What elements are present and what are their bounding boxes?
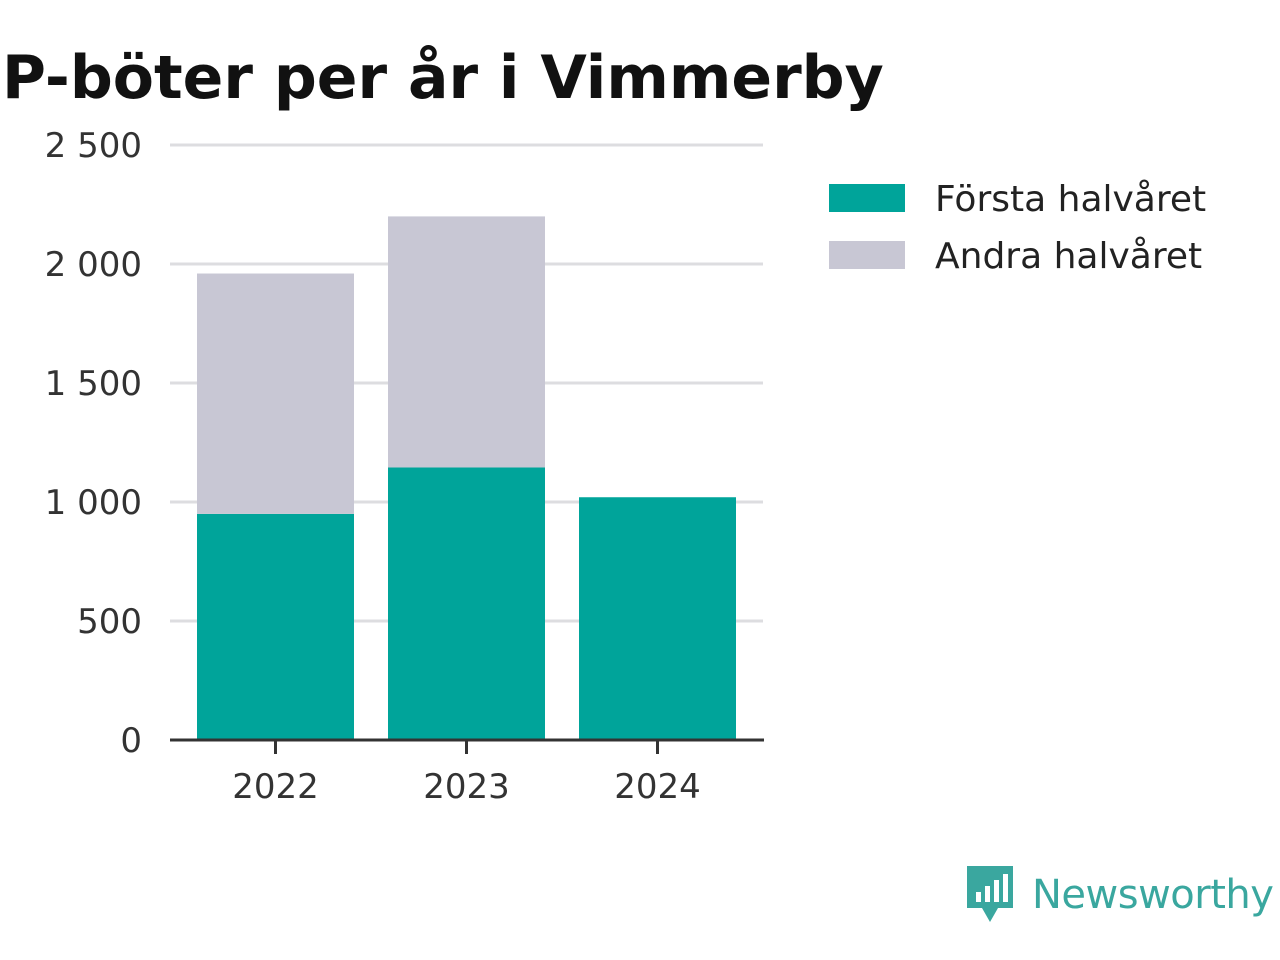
x-tick-label: 2022 — [232, 767, 319, 807]
legend: Första halvåret Andra halvåret — [829, 179, 1206, 277]
bar-2024-series-0 — [579, 497, 736, 740]
brand-name: Newsworthy — [1032, 872, 1274, 918]
legend-label: Första halvåret — [935, 179, 1206, 220]
bar-2022-series-0 — [197, 513, 354, 740]
y-axis-ticks: 0 500 1 000 1 500 2 000 2 500 — [45, 126, 142, 761]
legend-swatch — [829, 241, 905, 269]
x-tick-label: 2024 — [614, 767, 701, 807]
brand-logo: Newsworthy — [964, 864, 1274, 926]
y-tick-label: 2 500 — [45, 126, 142, 166]
y-tick-label: 2 000 — [45, 245, 142, 285]
bar-2022-series-1 — [197, 273, 354, 514]
y-tick-label: 1 500 — [45, 364, 142, 404]
chart-title: P-böter per år i Vimmerby — [2, 43, 884, 113]
x-tick-label: 2023 — [423, 767, 510, 807]
bars — [197, 216, 736, 740]
newsworthy-logo-icon — [967, 866, 1013, 922]
y-tick-label: 500 — [77, 602, 142, 642]
legend-swatch — [829, 184, 905, 212]
bar-2023-series-0 — [388, 467, 545, 740]
legend-label: Andra halvåret — [935, 236, 1202, 277]
bar-2023-series-1 — [388, 216, 545, 468]
x-axis: 2022 2023 2024 — [170, 738, 764, 807]
y-tick-label: 1 000 — [45, 483, 142, 523]
y-tick-label: 0 — [120, 721, 142, 761]
